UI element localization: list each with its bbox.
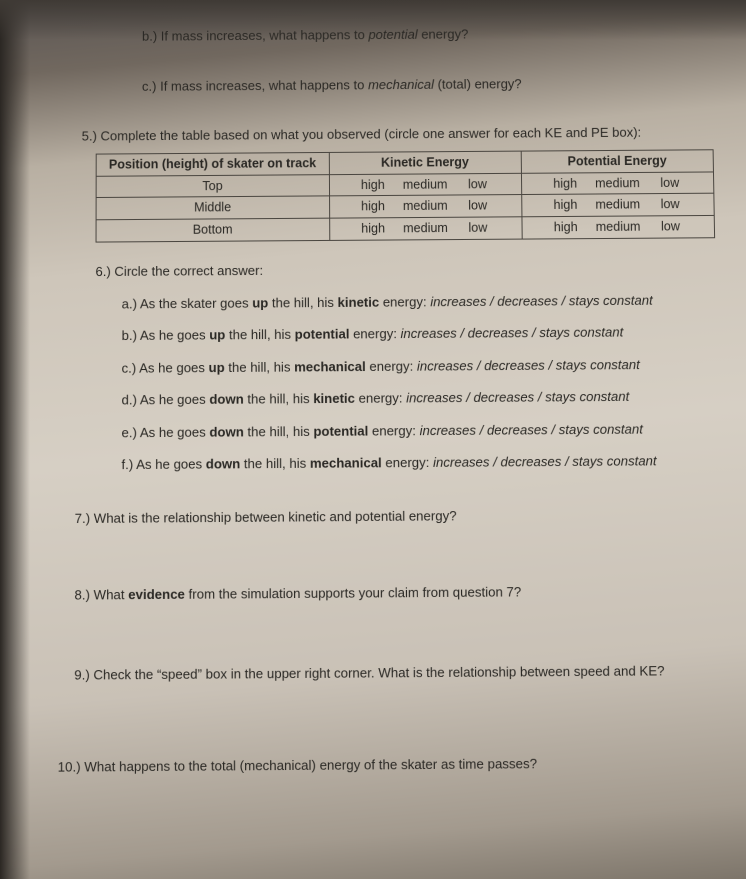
worksheet-page: b.) If mass increases, what happens to p…	[29, 0, 746, 818]
header-position: Position (height) of skater on track	[96, 152, 329, 176]
em: potential	[368, 27, 417, 42]
text-pre: If mass increases, what happens to	[161, 27, 369, 43]
text: What happens to the total (mechanical) e…	[84, 755, 537, 774]
photo-shadow-left	[0, 0, 30, 879]
question-5: 5.) Complete the table based on what you…	[82, 123, 717, 145]
q6-item: a.) As the skater goes up the hill, his …	[122, 291, 720, 313]
question-b: b.) If mass increases, what happens to p…	[142, 24, 715, 46]
q6-item: f.) As he goes down the hill, his mechan…	[121, 452, 722, 474]
label: 9.)	[74, 667, 90, 683]
energy-table: Position (height) of skater on track Kin…	[96, 149, 716, 243]
cell-position: Top	[96, 174, 329, 198]
question-c: c.) If mass increases, what happens to m…	[142, 73, 716, 95]
label: 5.)	[82, 128, 97, 143]
question-9: 9.) Check the “speed” box in the upper r…	[74, 661, 726, 684]
text: Check the “speed” box in the upper right…	[93, 663, 664, 683]
question-8: 8.) What evidence from the simulation su…	[74, 581, 724, 604]
em: mechanical	[368, 76, 434, 92]
label: b.)	[142, 29, 157, 44]
label: 10.)	[58, 759, 81, 775]
header-ke: Kinetic Energy	[329, 151, 521, 174]
question-10: 10.) What happens to the total (mechanic…	[58, 753, 728, 776]
label: 7.)	[75, 511, 90, 527]
text-post: energy?	[418, 26, 469, 41]
q6-item: d.) As he goes down the hill, his kineti…	[122, 387, 722, 409]
cell-position: Middle	[96, 196, 329, 220]
cell-pe: highmediumlow	[521, 194, 714, 217]
em: evidence	[128, 586, 185, 602]
cell-ke: highmediumlow	[329, 173, 522, 196]
question-6: 6.) Circle the correct answer:	[95, 259, 718, 281]
q6-item: e.) As he goes down the hill, his potent…	[121, 420, 721, 442]
header-pe: Potential Energy	[521, 149, 714, 172]
text-pre: If mass increases, what happens to	[160, 77, 368, 94]
text-post: from the simulation supports your claim …	[185, 583, 521, 601]
cell-position: Bottom	[96, 218, 329, 242]
label: 6.)	[95, 264, 110, 279]
table-row: Bottom highmediumlow highmediumlow	[96, 216, 715, 243]
question-7: 7.) What is the relationship between kin…	[75, 505, 723, 528]
cell-pe: highmediumlow	[521, 171, 714, 194]
text-post: (total) energy?	[434, 76, 522, 92]
text: What is the relationship between kinetic…	[94, 508, 457, 526]
text-pre: What	[94, 586, 129, 602]
cell-ke: highmediumlow	[329, 217, 522, 241]
text: Complete the table based on what you obs…	[101, 125, 642, 144]
label: c.)	[142, 78, 156, 93]
text: Circle the correct answer:	[114, 263, 263, 279]
q6-item: c.) As he goes up the hill, his mechanic…	[122, 355, 721, 377]
label: 8.)	[74, 587, 89, 603]
cell-ke: highmediumlow	[329, 195, 522, 218]
cell-pe: highmediumlow	[522, 216, 715, 240]
q6-item: b.) As he goes up the hill, his potentia…	[122, 323, 720, 345]
